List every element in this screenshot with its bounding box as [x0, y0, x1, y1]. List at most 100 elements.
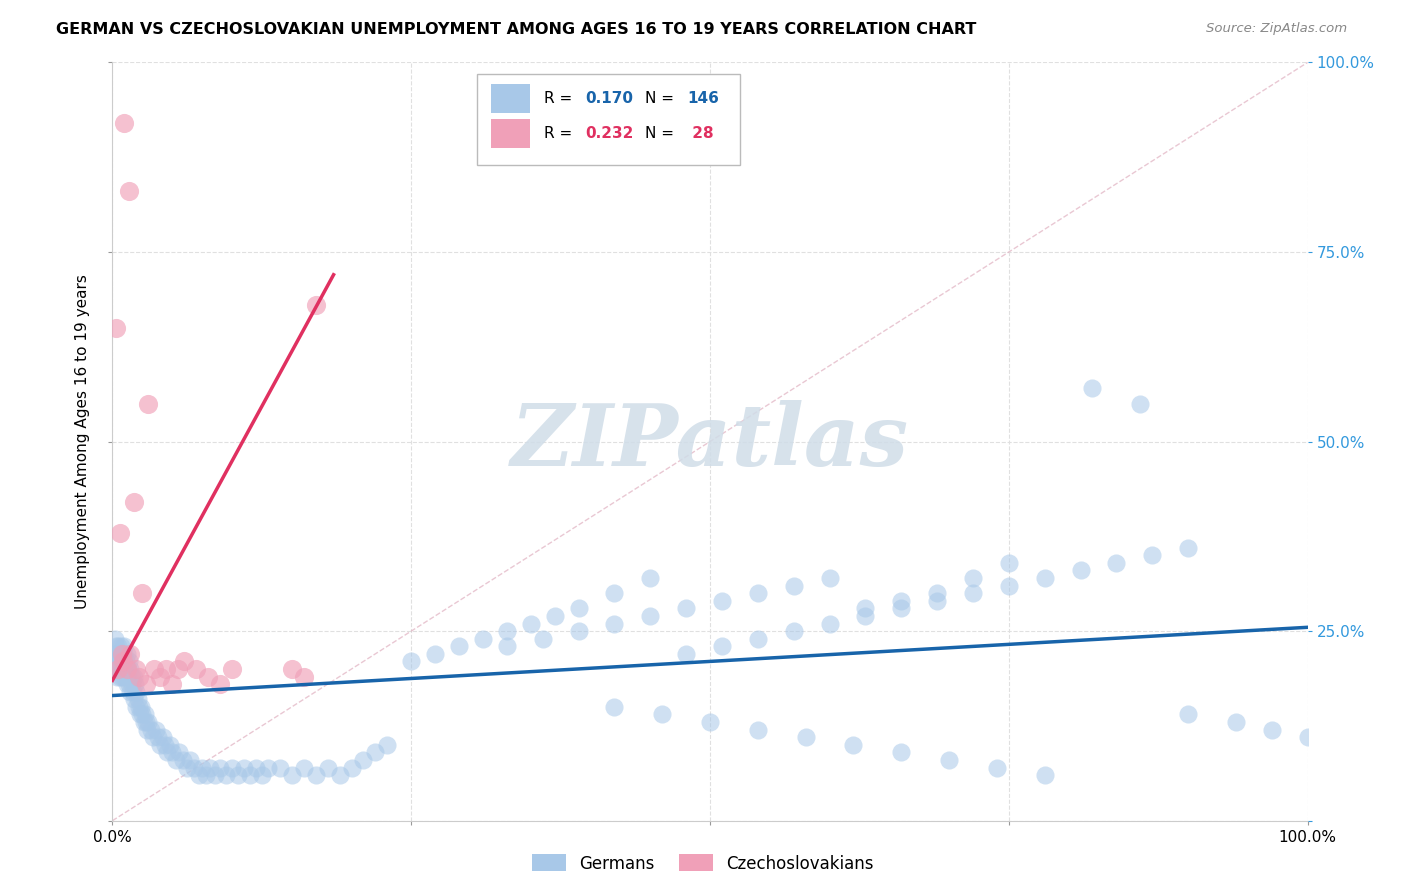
Point — [105, 320, 128, 334]
Point — [131, 586, 153, 600]
Point — [117, 669, 139, 683]
Point — [782, 624, 804, 639]
Point — [711, 639, 734, 653]
Point — [115, 647, 138, 661]
Point — [215, 768, 238, 782]
Point — [221, 760, 243, 774]
Point — [281, 768, 304, 782]
Point — [108, 669, 131, 683]
Point — [118, 677, 141, 691]
Point — [675, 647, 697, 661]
Point — [122, 669, 145, 683]
Point — [118, 655, 141, 669]
Point — [104, 655, 127, 669]
Text: 28: 28 — [688, 126, 714, 141]
Point — [128, 669, 150, 683]
Point — [138, 396, 160, 410]
Point — [114, 669, 135, 683]
Point — [149, 669, 172, 683]
Point — [121, 685, 143, 699]
Point — [496, 624, 519, 639]
Point — [105, 639, 128, 653]
Point — [114, 647, 135, 661]
Point — [305, 298, 328, 312]
Point — [531, 632, 554, 646]
Point — [159, 738, 181, 752]
Point — [105, 669, 128, 683]
Point — [938, 753, 960, 767]
Point — [425, 647, 447, 661]
Point — [1177, 707, 1199, 722]
Point — [194, 768, 217, 782]
Point — [120, 685, 142, 699]
Bar — [491, 85, 530, 113]
Point — [127, 692, 149, 706]
Point — [108, 647, 131, 661]
Point — [1261, 723, 1284, 737]
Point — [603, 586, 626, 600]
Point — [316, 760, 339, 774]
Point — [233, 760, 256, 774]
Point — [640, 608, 662, 623]
Point — [110, 655, 132, 669]
Point — [112, 655, 135, 669]
Point — [209, 677, 232, 691]
Point — [962, 586, 984, 600]
Point — [281, 662, 304, 676]
Point — [794, 730, 817, 744]
Point — [204, 768, 226, 782]
Point — [1033, 768, 1056, 782]
Point — [603, 616, 626, 631]
Point — [108, 525, 131, 540]
Point — [183, 760, 205, 774]
Point — [179, 753, 201, 767]
Point — [136, 723, 159, 737]
Point — [747, 632, 769, 646]
Point — [245, 760, 267, 774]
Point — [112, 662, 135, 676]
Point — [269, 760, 291, 774]
Point — [818, 571, 841, 585]
Point — [191, 760, 214, 774]
Y-axis label: Unemployment Among Ages 16 to 19 years: Unemployment Among Ages 16 to 19 years — [75, 274, 90, 609]
Point — [167, 662, 190, 676]
Point — [364, 746, 387, 760]
Point — [124, 677, 146, 691]
Point — [1177, 541, 1199, 555]
Point — [855, 608, 877, 623]
Point — [927, 594, 949, 608]
Point — [134, 707, 156, 722]
Point — [115, 662, 138, 676]
Point — [1129, 396, 1152, 410]
Point — [352, 753, 374, 767]
Point — [107, 639, 129, 653]
Point — [111, 647, 134, 661]
Point — [568, 601, 591, 615]
Point — [138, 715, 160, 730]
Point — [156, 746, 179, 760]
Point — [117, 662, 139, 676]
Point — [149, 738, 172, 752]
Text: GERMAN VS CZECHOSLOVAKIAN UNEMPLOYMENT AMONG AGES 16 TO 19 YEARS CORRELATION CHA: GERMAN VS CZECHOSLOVAKIAN UNEMPLOYMENT A… — [56, 22, 977, 37]
Point — [305, 768, 328, 782]
Point — [782, 579, 804, 593]
Point — [155, 662, 177, 676]
Point — [675, 601, 697, 615]
Point — [118, 184, 141, 198]
Point — [145, 723, 167, 737]
Point — [105, 662, 128, 676]
Point — [169, 746, 191, 760]
Point — [176, 760, 198, 774]
Point — [120, 662, 142, 676]
Point — [110, 662, 132, 676]
Point — [520, 616, 543, 631]
Point — [131, 707, 153, 722]
Point — [747, 723, 769, 737]
Point — [1105, 556, 1128, 570]
Point — [125, 685, 148, 699]
Point — [496, 639, 519, 653]
Point — [120, 647, 142, 661]
Point — [111, 669, 134, 683]
Point — [998, 579, 1021, 593]
Point — [128, 699, 150, 714]
